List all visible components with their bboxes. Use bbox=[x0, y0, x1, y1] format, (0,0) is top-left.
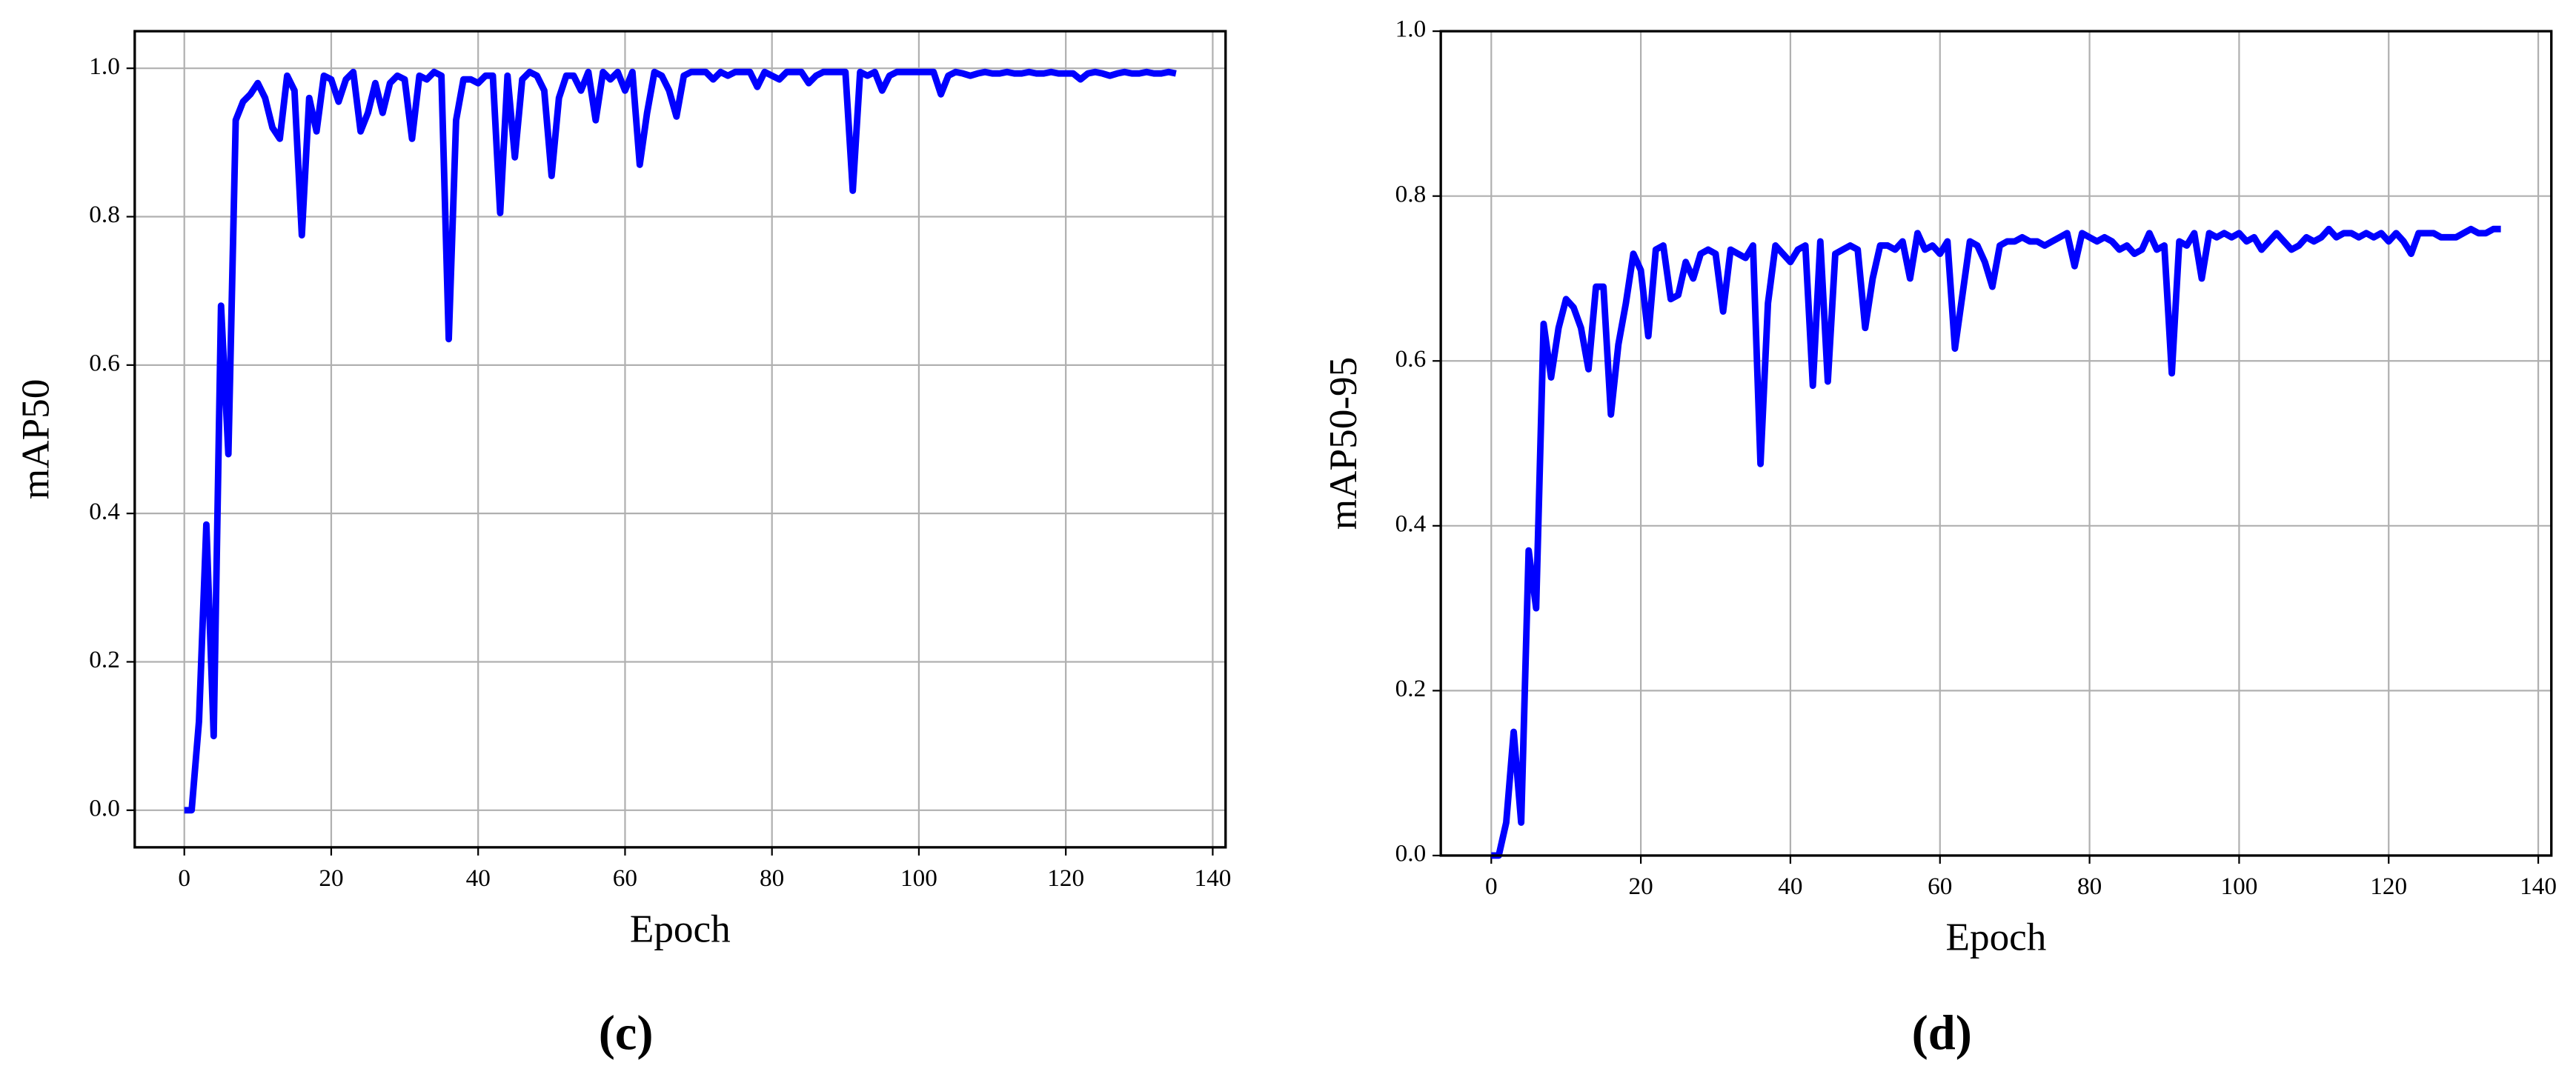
x-tick-label: 100 bbox=[900, 864, 937, 892]
y-tick-label: 1.0 bbox=[89, 53, 120, 80]
x-tick-label: 40 bbox=[466, 864, 491, 892]
x-tick-label: 140 bbox=[2520, 873, 2557, 900]
y-axis-label: mAP50-95 bbox=[1321, 357, 1365, 530]
x-tick-label: 120 bbox=[2370, 873, 2407, 900]
x-tick-label: 20 bbox=[1628, 873, 1653, 900]
y-tick-label: 0.2 bbox=[1395, 675, 1427, 702]
y-tick-label: 0.6 bbox=[1395, 345, 1427, 373]
x-tick-label: 40 bbox=[1778, 873, 1802, 900]
x-tick-label: 80 bbox=[2077, 873, 2102, 900]
x-tick-label: 80 bbox=[760, 864, 784, 892]
x-axis-label: Epoch bbox=[630, 907, 731, 950]
y-tick-label: 0.4 bbox=[89, 498, 120, 525]
y-tick-label: 0.8 bbox=[89, 201, 120, 228]
x-tick-label: 60 bbox=[613, 864, 637, 892]
x-axis-label: Epoch bbox=[1946, 915, 2047, 959]
y-tick-label: 0.2 bbox=[89, 646, 120, 673]
x-tick-label: 100 bbox=[2220, 873, 2257, 900]
y-tick-label: 0.0 bbox=[1395, 840, 1427, 867]
x-tick-label: 0 bbox=[1485, 873, 1498, 900]
panel-caption: (d) bbox=[1912, 1006, 1972, 1060]
x-tick-label: 20 bbox=[319, 864, 343, 892]
y-tick-label: 1.0 bbox=[1395, 16, 1427, 43]
y-tick-label: 0.6 bbox=[89, 349, 120, 376]
panel-caption: (c) bbox=[599, 1006, 654, 1060]
x-tick-label: 120 bbox=[1047, 864, 1084, 892]
plot-frame bbox=[133, 30, 1227, 849]
y-axis-label: mAP50 bbox=[13, 379, 57, 500]
x-tick-label: 0 bbox=[178, 864, 190, 892]
x-tick-label: 140 bbox=[1194, 864, 1231, 892]
data-line bbox=[1491, 225, 2501, 859]
x-tick-label: 60 bbox=[1928, 873, 1952, 900]
plot-frame bbox=[1439, 30, 2553, 857]
y-tick-label: 0.0 bbox=[89, 794, 120, 821]
y-tick-label: 0.8 bbox=[1395, 180, 1427, 207]
data-line bbox=[184, 68, 1177, 814]
y-tick-label: 0.4 bbox=[1395, 510, 1427, 537]
